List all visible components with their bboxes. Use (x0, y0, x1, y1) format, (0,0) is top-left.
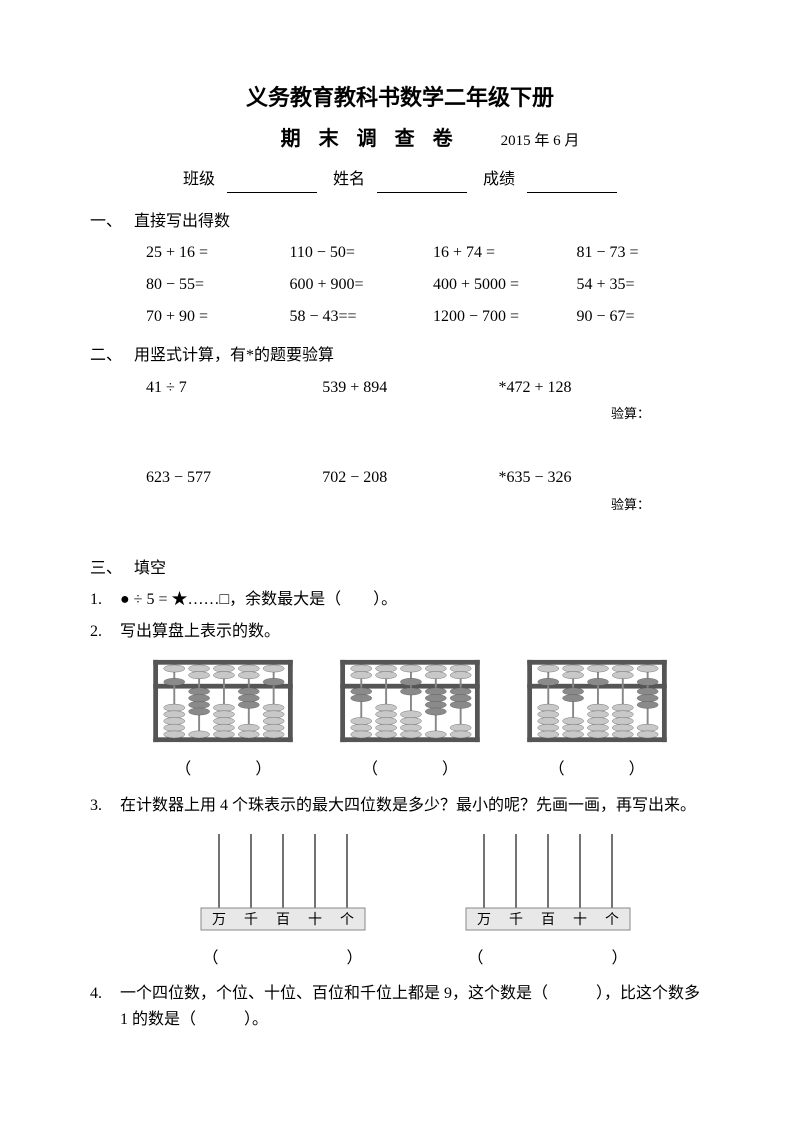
abacus-2-svg (335, 658, 485, 744)
verify-2: 验算： (90, 495, 710, 516)
section-3-num: 三、 (90, 556, 134, 582)
verify-1: 验算： (90, 404, 710, 425)
paren-open: （ (468, 946, 484, 972)
counter-2-svg: 万千百十个 (448, 830, 648, 935)
problems-2-row2: 623 − 577 702 − 208 *635 − 326 (90, 465, 710, 491)
q3-3-text: 在计数器上用 4 个珠表示的最大四位数是多少？最小的呢？先画一画，再写出来。 (120, 793, 710, 819)
p2-1: 539 + 894 (322, 375, 498, 401)
p1-10: 1200 − 700 = (433, 304, 567, 330)
p1-6: 400 + 5000 = (433, 272, 567, 298)
class-blank (227, 177, 317, 193)
q3-2-num: 2. (90, 619, 120, 645)
p1-1: 110 − 50= (290, 240, 424, 266)
q3-4-text: 一个四位数，个位、十位、百位和千位上都是 9，这个数是（ ），比这个数多 1 的… (120, 981, 710, 1032)
section-2-num: 二、 (90, 343, 134, 369)
abacus-1-svg (148, 658, 298, 744)
score-label: 成绩 (483, 171, 515, 188)
counter-1: 万 千 百 十 个 （ ） (183, 830, 383, 971)
q3-4: 4. 一个四位数，个位、十位、百位和千位上都是 9，这个数是（ ），比这个数多 … (90, 981, 710, 1032)
q3-4-num: 4. (90, 981, 120, 1032)
abacus-1: （ ） (148, 658, 298, 782)
paren-open: （ (203, 946, 219, 972)
p1-3: 81 − 73 = (577, 240, 711, 266)
svg-text:十: 十 (573, 912, 587, 928)
p1-4: 80 − 55= (146, 272, 280, 298)
section-1-num: 一、 (90, 209, 134, 235)
paren-close: ） (346, 946, 362, 972)
q3-3-num: 3. (90, 793, 120, 819)
svg-text:个: 个 (340, 912, 354, 928)
title-date: 2015 年 6 月 (501, 129, 580, 153)
p1-8: 70 + 90 = (146, 304, 280, 330)
svg-text:百: 百 (276, 912, 290, 928)
counter-1-svg: 万千百十个 (183, 830, 383, 935)
title-sub: 期末调查卷 (281, 123, 471, 155)
p2-2: *472 + 128 (499, 375, 711, 401)
paren-close: ） (629, 761, 645, 778)
abacus-2: （ ） (335, 658, 485, 782)
q3-3: 3. 在计数器上用 4 个珠表示的最大四位数是多少？最小的呢？先画一画，再写出来… (90, 793, 710, 819)
paren-open: （ (175, 761, 191, 778)
svg-text:万: 万 (212, 913, 226, 928)
q3-2-text: 写出算盘上表示的数。 (120, 619, 710, 645)
section-3: 三、 填空 1. ● ÷ 5 = ★……□，余数最大是（ ）。 2. 写出算盘上… (90, 556, 710, 1033)
problems-2-row1: 41 ÷ 7 539 + 894 *472 + 128 (90, 375, 710, 401)
paren-open: （ (362, 761, 378, 778)
q3-1-text: ● ÷ 5 = ★……□，余数最大是（ ）。 (120, 587, 710, 613)
title-sub-row: 期末调查卷 2015 年 6 月 (90, 123, 710, 155)
paren-close: ） (611, 946, 627, 972)
p2-4: 702 − 208 (322, 465, 498, 491)
paren-open: （ (549, 761, 565, 778)
p2-0: 41 ÷ 7 (146, 375, 322, 401)
p1-0: 25 + 16 = (146, 240, 280, 266)
class-label: 班级 (183, 171, 215, 188)
abacus-row: （ ） （ ） （ ） (90, 650, 710, 782)
section-1: 一、 直接写出得数 25 + 16 = 110 − 50= 16 + 74 = … (90, 209, 710, 329)
svg-text:千: 千 (509, 912, 523, 928)
svg-text:千: 千 (244, 912, 258, 928)
section-3-title: 填空 (134, 556, 710, 582)
p1-11: 90 − 67= (577, 304, 711, 330)
q3-1: 1. ● ÷ 5 = ★……□，余数最大是（ ）。 (90, 587, 710, 613)
name-blank (377, 177, 467, 193)
svg-text:十: 十 (308, 912, 322, 928)
svg-text:个: 个 (605, 912, 619, 928)
svg-text:万: 万 (477, 913, 491, 928)
p2-5: *635 − 326 (499, 465, 711, 491)
name-label: 姓名 (333, 171, 365, 188)
p1-2: 16 + 74 = (433, 240, 567, 266)
paren-close: ） (255, 761, 271, 778)
p1-5: 600 + 900= (290, 272, 424, 298)
counter-2: 万 千 百 十 个 （ ） (448, 830, 648, 971)
svg-text:百: 百 (541, 912, 555, 928)
info-row: 班级 姓名 成绩 (90, 167, 710, 193)
p1-7: 54 + 35= (577, 272, 711, 298)
section-2-title: 用竖式计算，有*的题要验算 (134, 343, 710, 369)
paren-close: ） (442, 761, 458, 778)
section-1-title: 直接写出得数 (134, 209, 710, 235)
p1-9: 58 − 43== (290, 304, 424, 330)
abacus-3-svg (522, 658, 672, 744)
p2-3: 623 − 577 (146, 465, 322, 491)
counter-row: 万 千 百 十 个 （ ） 万 千 百 十 个 （ ） (90, 824, 710, 971)
abacus-3: （ ） (522, 658, 672, 782)
title-main: 义务教育教科书数学二年级下册 (90, 80, 710, 115)
problems-1-grid: 25 + 16 = 110 − 50= 16 + 74 = 81 − 73 = … (90, 240, 710, 329)
section-2: 二、 用竖式计算，有*的题要验算 41 ÷ 7 539 + 894 *472 +… (90, 343, 710, 515)
q3-1-num: 1. (90, 587, 120, 613)
score-blank (527, 177, 617, 193)
q3-2: 2. 写出算盘上表示的数。 (90, 619, 710, 645)
